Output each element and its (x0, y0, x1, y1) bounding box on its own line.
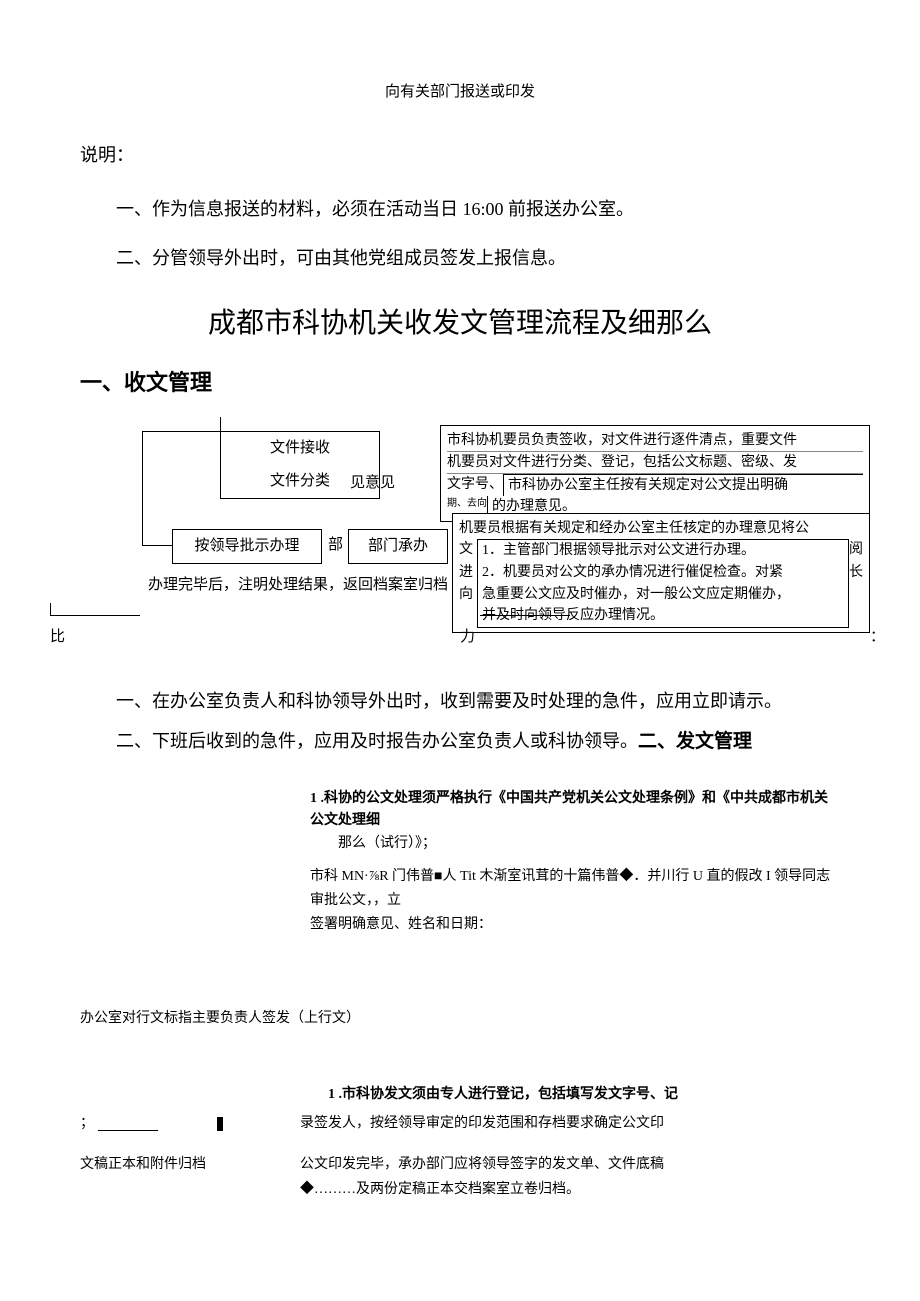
bottom-row3-left: 文稿正本和附件归档 (80, 1152, 300, 1177)
fc-line (142, 431, 143, 546)
fc-result-text: 办理完毕后，注明处理结果，返回档案室归档 (148, 575, 448, 596)
tooltip2-rc2: 长 (849, 562, 863, 584)
tooltip2-l3r: 2．机要员对公文的承办情况进行催促检查。对紧 (482, 562, 844, 584)
bottom-line1: 办公室对行文标指主要负责人签发（上行文） (80, 1006, 840, 1031)
fc-line (220, 417, 221, 431)
tooltip2-l1: 机要员根据有关规定和经办公室主任核定的办理意见将公 (459, 518, 863, 540)
flowchart-area: 文件接收 文件分类 见意见 市科协机要员负责签收，对文件进行逐件清点，重要文件 … (80, 417, 840, 677)
fc-left-char: 比 (50, 627, 65, 648)
note1-cont: 那么（试行）》； (338, 833, 840, 855)
note1-lead: 1 .科协的公文处理须严格执行《中国共产党机关公文处理条例》和《中共成都市机关公… (310, 791, 828, 828)
section-1-heading: 一、收文管理 (80, 365, 840, 397)
main-title: 成都市科协机关收发文管理流程及细那么 (80, 301, 840, 341)
tooltip1-l3b: 市科协办公室主任按有关规定对公文提出明确 (503, 474, 863, 496)
fc-box-classify-label: 文件分类 (270, 473, 330, 489)
redacted-underline (98, 1117, 158, 1131)
tooltip2-l2l: 文 (459, 539, 477, 561)
explain-label: 说明： (80, 141, 840, 167)
note2-l2: 签署明确意见、姓名和日期： (310, 913, 840, 937)
tooltip2-l3l: 进 (459, 562, 477, 584)
tooltip2-l4l: 向 (459, 584, 477, 606)
bottom-row3-r2: ◆………及两份定稿正本交档案室立卷归档。 (300, 1177, 840, 1202)
tooltip2-l4r: 急重要公文应及时催办，对一般公文应定期催办， (482, 584, 844, 606)
bottom-row2-cont: 录签发人，按经领导审定的印发范围和存档要求确定公文印 (300, 1111, 840, 1136)
tooltip1-l1: 市科协机要员负责签收，对文件进行逐件清点，重要文件 (447, 430, 863, 452)
note2-l1: 市科 MN·⅞R 门伟普■人 Tit 木渐室讯茸的十篇伟普◆．并川行 U 直的假… (310, 865, 840, 913)
tooltip1-l2: 机要员对文件进行分类、登记，包括公文标题、密级、发 (447, 452, 863, 474)
bottom-row2-lead: 1 .市科协发文须由专人进行登记，包括填写发文字号、记 (328, 1087, 678, 1102)
fc-tooltip-1: 市科协机要员负责签收，对文件进行逐件清点，重要文件 机要员对文件进行分类、登记，… (440, 425, 870, 522)
fc-box-receive: 文件接收 (220, 431, 380, 466)
fc-box-dept: 部门承办 (348, 529, 448, 564)
fc-line (480, 615, 570, 616)
fc-mid-char: 力 (460, 627, 475, 648)
fc-line (142, 545, 172, 546)
notes-block: 1 .科协的公文处理须严格执行《中国共产党机关公文处理条例》和《中共成都市机关公… (310, 788, 840, 937)
tooltip2-rc1: 阅 (849, 539, 863, 561)
para-1: 一、作为信息报送的材料，必须在活动当日 16:00 前报送办公室。 (80, 195, 840, 224)
section1-para2-left: 二、下班后收到的急件，应用及时报告办公室负责人或科协领导。 (116, 731, 638, 751)
tooltip2-l5: 并及时向领导反应办理情况。 (482, 605, 844, 627)
header-text: 向有关部门报送或印发 (80, 80, 840, 101)
para-2: 二、分管领导外出时，可由其他党组成员签发上报信息。 (80, 244, 840, 273)
bottom-row2-left-sym: ； (80, 1116, 94, 1131)
fc-opinion-suffix: 见意见 (350, 473, 395, 494)
fc-box-process: 按领导批示办理 (172, 529, 322, 564)
fc-line (50, 603, 51, 616)
fc-line (50, 615, 140, 616)
redacted-bar (217, 1117, 223, 1131)
bottom-row3-r1: 公文印发完毕，承办部门应将领导签字的发文单、文件底稿 (300, 1152, 840, 1177)
fc-right-char: ： (870, 627, 885, 648)
bottom-block: 办公室对行文标指主要负责人签发（上行文） 1 .市科协发文须由专人进行登记，包括… (80, 1006, 840, 1202)
fc-dept-char: 部 (328, 535, 343, 556)
section-2-heading: 二、发文管理 (638, 731, 752, 752)
tooltip1-l3a: 文字号、 (447, 474, 503, 496)
fc-line (142, 431, 220, 432)
tooltip2-l2r: 1．主管部门根据领导批示对公文进行办理。 (482, 540, 844, 562)
section1-para1: 一、在办公室负责人和科协领导外出时，收到需要及时处理的急件，应用立即请示。 (80, 687, 840, 716)
